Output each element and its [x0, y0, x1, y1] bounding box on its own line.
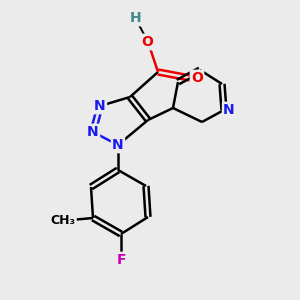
- Text: H: H: [130, 11, 142, 25]
- Text: N: N: [87, 125, 99, 139]
- Text: N: N: [223, 103, 235, 117]
- Text: N: N: [112, 138, 124, 152]
- Text: O: O: [141, 35, 153, 49]
- Text: O: O: [191, 71, 203, 85]
- Text: N: N: [94, 99, 106, 113]
- Text: F: F: [116, 253, 126, 267]
- Text: CH₃: CH₃: [50, 214, 76, 226]
